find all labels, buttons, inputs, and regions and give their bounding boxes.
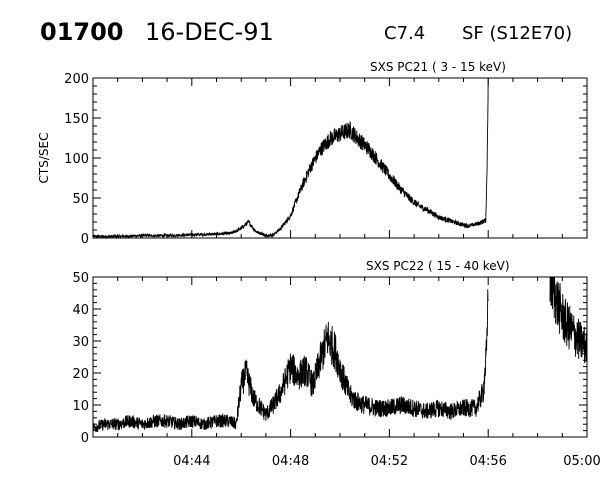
series-line bbox=[549, 276, 588, 364]
y-tick-label: 10 bbox=[72, 399, 89, 414]
panel-pc22-series bbox=[92, 276, 588, 433]
flare-class: C7.4 bbox=[384, 23, 425, 44]
x-tick-label: 05:00 bbox=[563, 454, 600, 469]
flare-location: SF (S12E70) bbox=[462, 23, 572, 44]
panel-pc22-ticks: 0 10 20 30 40 50 04:44 04:48 04:52 04:56 05:00 bbox=[72, 271, 600, 469]
panel-pc22-frame bbox=[92, 276, 588, 438]
series-line bbox=[92, 289, 489, 433]
panel-pc21-title: SXS PC21 ( 3 - 15 keV) bbox=[370, 60, 506, 74]
y-tick-label: 50 bbox=[72, 192, 89, 207]
x-tick-label: 04:44 bbox=[173, 454, 210, 469]
series-line bbox=[92, 78, 489, 240]
panel-pc21-series bbox=[92, 78, 489, 240]
event-date: 16-DEC-91 bbox=[145, 18, 274, 46]
panel-pc21-frame bbox=[92, 77, 588, 239]
y-tick-label: 50 bbox=[72, 271, 89, 286]
y-tick-label: 30 bbox=[72, 335, 89, 350]
y-tick-label: 20 bbox=[72, 367, 89, 382]
y-tick-label: 200 bbox=[64, 72, 89, 87]
panel-pc22: SXS PC22 ( 15 - 40 keV) 0 10 20 30 40 50 04:44… bbox=[72, 259, 600, 469]
panel-pc21: SXS PC21 ( 3 - 15 keV) CTS/SEC 0 50 100 150… bbox=[37, 60, 588, 247]
panel-pc21-ylabel: CTS/SEC bbox=[37, 133, 51, 184]
y-tick-label: 100 bbox=[64, 152, 89, 167]
panel-pc21-ticks: 0 50 100 150 200 bbox=[64, 72, 588, 247]
x-tick-label: 04:52 bbox=[371, 454, 408, 469]
y-tick-label: 0 bbox=[81, 431, 89, 446]
y-tick-label: 150 bbox=[64, 112, 89, 127]
panel-pc22-title: SXS PC22 ( 15 - 40 keV) bbox=[366, 259, 510, 273]
y-tick-label: 40 bbox=[72, 303, 89, 318]
event-id: 01700 bbox=[40, 18, 124, 46]
y-tick-label: 0 bbox=[81, 232, 89, 247]
x-tick-label: 04:48 bbox=[272, 454, 309, 469]
x-tick-label: 04:56 bbox=[469, 454, 506, 469]
